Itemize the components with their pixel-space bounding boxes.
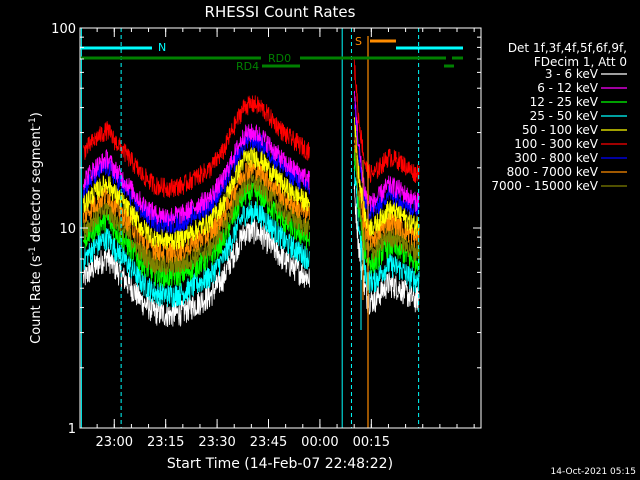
series-line: [353, 117, 420, 237]
saa-annotation: S: [355, 35, 362, 48]
series-line: [353, 135, 420, 248]
x-tick-label: 23:30: [198, 435, 235, 450]
x-axis-label: Start Time (14-Feb-07 22:48:22): [167, 456, 393, 472]
series-line: [83, 171, 310, 277]
legend-entry-label: 25 - 50 keV: [530, 109, 599, 123]
x-tick-label: 23:15: [147, 435, 184, 450]
series-line: [353, 144, 420, 263]
y-tick-label: 10: [59, 222, 76, 237]
legend-entry-label: 7000 - 15000 keV: [491, 179, 598, 193]
series-line: [353, 90, 420, 213]
series-line: [83, 123, 310, 227]
x-tick-label: 23:45: [250, 435, 287, 450]
x-tick-label: 00:00: [301, 435, 338, 450]
legend-entry-label: 3 - 6 keV: [545, 67, 599, 81]
y-axis: 1 10 100: [51, 22, 481, 437]
night-annotation: N: [158, 41, 166, 54]
series-line: [353, 165, 420, 294]
y-tick-label: 1: [68, 422, 76, 437]
x-tick-label: 00:15: [353, 435, 390, 450]
legend-entry-label: 100 - 300 keV: [514, 137, 598, 151]
y-tick-label: 100: [51, 22, 76, 37]
y-axis-label: Count Rate (s-1 detector segment-1): [28, 112, 44, 344]
plot-area: N S RD0 RD4: [80, 28, 463, 428]
x-tick-label: 23:00: [96, 435, 133, 450]
series-line: [353, 183, 420, 316]
timestamp: 14-Oct-2021 05:15: [551, 467, 636, 477]
legend-entry-label: 6 - 12 keV: [537, 81, 599, 95]
rd0-annotation: RD0: [268, 52, 291, 65]
series-line: [353, 59, 420, 184]
series-line: [83, 200, 310, 308]
x-axis: 23:00 23:15 23:30 23:45 00:00 00:15: [79, 28, 475, 450]
legend-entry-label: 300 - 800 keV: [514, 151, 598, 165]
legend-entry-label: 800 - 7000 keV: [507, 165, 599, 179]
legend-entry-label: 50 - 100 keV: [522, 123, 599, 137]
legend-entry-label: 12 - 25 keV: [530, 95, 599, 109]
rd4-annotation: RD4: [236, 60, 259, 73]
series-line: [83, 146, 310, 250]
legend-header-line-2: FDecim 1, Att 0: [534, 55, 627, 69]
legend-header-line-1: Det 1f,3f,4f,5f,6f,9f,: [508, 41, 627, 55]
chart-title: RHESSI Count Rates: [205, 3, 356, 21]
